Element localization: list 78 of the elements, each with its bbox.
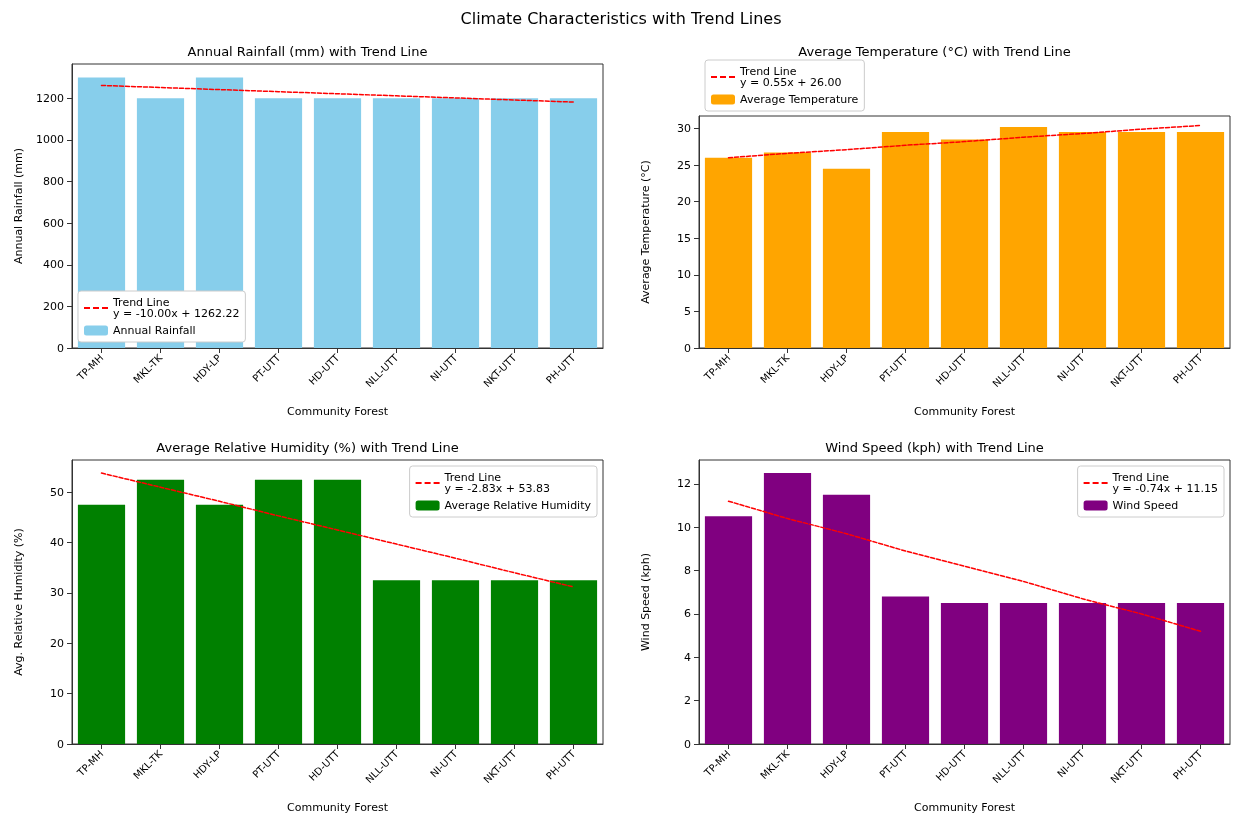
legend-label: Trend Line y = 0.55x + 26.00 xyxy=(739,65,842,89)
y-tick-label: 0 xyxy=(684,341,691,355)
legend-label: Trend Line y = -10.00x + 1262.22 xyxy=(112,296,240,320)
bar xyxy=(77,504,126,744)
y-tick-label: 1200 xyxy=(36,91,64,105)
y-tick-label: 10 xyxy=(50,687,64,701)
x-axis-title: Community Forest xyxy=(914,405,1016,418)
y-tick-label: 5 xyxy=(684,304,691,318)
x-axis-title: Community Forest xyxy=(287,405,389,418)
y-tick-label: 20 xyxy=(677,195,691,209)
y-tick-label: 50 xyxy=(50,485,64,499)
bar xyxy=(372,580,421,744)
bar xyxy=(763,152,812,348)
y-tick-label: 600 xyxy=(43,216,64,230)
y-tick-label: 10 xyxy=(677,268,691,282)
bar xyxy=(1058,603,1107,744)
bar xyxy=(822,168,871,348)
bar xyxy=(136,479,185,744)
bar xyxy=(881,132,930,348)
y-tick-label: 30 xyxy=(50,586,64,600)
line-series xyxy=(727,124,1202,159)
bar xyxy=(1117,603,1166,744)
y-tick-label: 12 xyxy=(677,477,691,491)
y-tick-label: 8 xyxy=(684,564,691,578)
bar xyxy=(763,473,812,744)
y-axis-title: Average Temperature (°C) xyxy=(639,160,652,304)
y-tick-label: 25 xyxy=(677,158,691,172)
y-axis-title: Annual Rainfall (mm) xyxy=(12,147,25,265)
y-tick-label: 0 xyxy=(57,737,64,751)
chart-title: Average Temperature (°C) with Trend Line xyxy=(798,44,1071,59)
chart-title: Average Relative Humidity (%) with Trend Line xyxy=(156,440,459,455)
bar xyxy=(704,516,753,744)
bar xyxy=(1058,132,1107,348)
y-tick-label: 40 xyxy=(50,536,64,550)
bar xyxy=(490,580,539,744)
bar xyxy=(1176,132,1225,348)
chart-title: Annual Rainfall (mm) with Trend Line xyxy=(187,44,428,59)
chart-title: Wind Speed (kph) with Trend Line xyxy=(825,440,1044,455)
line-series xyxy=(727,500,1202,633)
line-series xyxy=(100,84,575,103)
bar xyxy=(195,504,244,744)
bar xyxy=(822,494,871,744)
y-tick-label: 15 xyxy=(677,231,691,245)
legend-label: Wind Speed xyxy=(1112,499,1179,512)
x-axis-title: Community Forest xyxy=(914,801,1016,814)
bar xyxy=(549,580,598,744)
bar xyxy=(999,126,1048,348)
y-tick-label: 400 xyxy=(43,258,64,272)
y-tick-label: 10 xyxy=(677,520,691,534)
y-tick-label: 2 xyxy=(684,694,691,708)
legend-label: Average Temperature xyxy=(740,93,859,106)
y-tick-label: 800 xyxy=(43,175,64,189)
bar xyxy=(704,157,753,348)
y-tick-label: 0 xyxy=(57,341,64,355)
bar xyxy=(431,580,480,744)
legend-label: Average Relative Humidity xyxy=(444,499,592,512)
bar xyxy=(1176,603,1225,744)
bar xyxy=(881,596,930,744)
x-axis-title: Community Forest xyxy=(287,801,389,814)
y-axis-title: Avg. Relative Humidity (%) xyxy=(12,528,25,676)
bar xyxy=(1117,132,1166,348)
bar xyxy=(999,603,1048,744)
y-tick-label: 0 xyxy=(684,737,691,751)
y-tick-label: 6 xyxy=(684,607,691,621)
y-tick-label: 30 xyxy=(677,121,691,135)
y-tick-label: 20 xyxy=(50,636,64,650)
text: Climate Characteristics with Trend Lines xyxy=(460,8,782,28)
y-tick-label: 4 xyxy=(684,650,691,664)
y-tick-label: 200 xyxy=(43,299,64,313)
bar xyxy=(940,139,989,348)
bar xyxy=(254,479,303,744)
bar xyxy=(313,479,362,744)
bar xyxy=(940,603,989,744)
legend-label: Trend Line y = -2.83x + 53.83 xyxy=(443,471,551,495)
y-axis-title: Wind Speed (kph) xyxy=(639,552,652,652)
legend-label: Annual Rainfall xyxy=(113,324,196,337)
y-tick-label: 1000 xyxy=(36,133,64,147)
legend-label: Trend Line y = -0.74x + 11.15 xyxy=(1111,471,1219,495)
